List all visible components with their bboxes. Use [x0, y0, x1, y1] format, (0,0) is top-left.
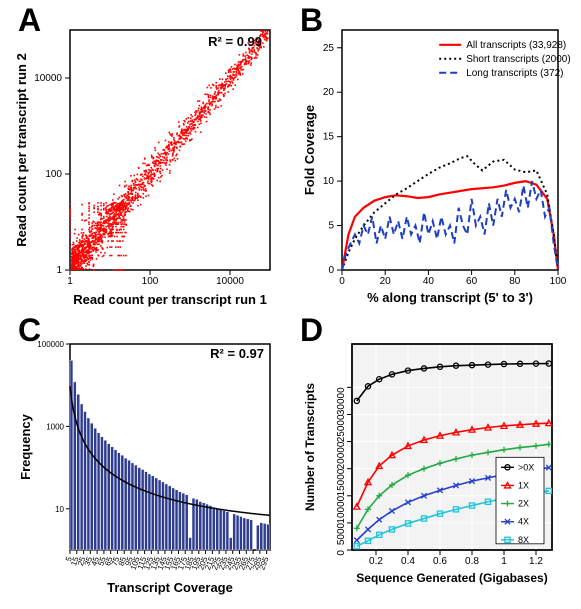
panel-B: 0 20 40 60 80 100 0 5 10 15 20 25 All transcripts (3… — [302, 30, 571, 305]
svg-text:20000: 20000 — [336, 441, 347, 469]
svg-text:8X: 8X — [518, 535, 529, 545]
svg-text:Fold Coverage: Fold Coverage — [302, 105, 317, 195]
svg-text:1: 1 — [67, 276, 73, 287]
svg-text:25: 25 — [323, 43, 335, 54]
svg-text:0: 0 — [339, 276, 345, 287]
svg-text:1: 1 — [56, 265, 62, 276]
svg-text:100: 100 — [550, 276, 567, 287]
svg-text:Number of Transcripts: Number of Transcripts — [303, 383, 317, 511]
panel-B-series-long — [342, 181, 558, 270]
svg-text:100: 100 — [142, 276, 159, 287]
panel-label-B: B — [300, 2, 323, 39]
svg-text:15000: 15000 — [336, 468, 347, 496]
figure-svg: 111001001000010000R² = 0.99Read count pe… — [0, 0, 581, 604]
svg-text:100000: 100000 — [37, 340, 64, 349]
panel-A-points — [69, 30, 269, 271]
svg-text:10000: 10000 — [34, 73, 62, 84]
svg-text:2X: 2X — [518, 499, 529, 509]
svg-text:Sequence Generated (Gigabases): Sequence Generated (Gigabases) — [356, 571, 547, 585]
svg-text:% along transcript (5' to 3'): % along transcript (5' to 3') — [367, 290, 533, 305]
svg-text:1: 1 — [501, 556, 507, 567]
svg-text:0.8: 0.8 — [465, 556, 479, 567]
panel-label-C: C — [18, 312, 41, 349]
svg-text:40: 40 — [423, 276, 435, 287]
svg-text:Long transcripts (372): Long transcripts (372) — [466, 68, 563, 79]
panel-B-series-short — [342, 156, 558, 270]
svg-text:0: 0 — [336, 550, 347, 556]
svg-text:R² = 0.99: R² = 0.99 — [208, 34, 262, 49]
svg-text:5000: 5000 — [336, 522, 347, 545]
svg-text:0: 0 — [328, 265, 334, 276]
svg-text:Frequency: Frequency — [18, 413, 33, 480]
panel-label-D: D — [300, 312, 323, 349]
svg-text:60: 60 — [466, 276, 478, 287]
svg-text:100: 100 — [45, 169, 62, 180]
svg-text:10000: 10000 — [216, 276, 244, 287]
svg-text:0.4: 0.4 — [401, 556, 415, 567]
svg-text:20: 20 — [323, 87, 335, 98]
svg-text:1000: 1000 — [46, 422, 64, 431]
svg-text:1X: 1X — [518, 480, 529, 490]
svg-text:10000: 10000 — [336, 495, 347, 523]
svg-text:All transcripts (33,928): All transcripts (33,928) — [466, 40, 566, 51]
svg-text:Read count per transcript run: Read count per transcript run 1 — [73, 292, 267, 307]
svg-text:30000: 30000 — [336, 387, 347, 415]
svg-text:5: 5 — [328, 221, 334, 232]
svg-text:>0X: >0X — [518, 462, 534, 472]
svg-text:Transcript Coverage: Transcript Coverage — [107, 580, 233, 595]
svg-text:20: 20 — [380, 276, 392, 287]
svg-text:0.6: 0.6 — [433, 556, 447, 567]
svg-text:Read count per transcript run: Read count per transcript run 2 — [14, 53, 29, 247]
svg-text:80: 80 — [509, 276, 521, 287]
svg-text:10: 10 — [323, 176, 335, 187]
panel-D: 0.2 0.4 0.6 0.8 1 1.2 0 50001000015000200002500… — [303, 344, 552, 585]
svg-text:0.2: 0.2 — [369, 556, 383, 567]
svg-text:R² = 0.97: R² = 0.97 — [210, 346, 264, 361]
panel-A: 11 100 100 10000 10000 R² = 0.99 Read count pe… — [14, 30, 270, 307]
panel-C: 1010001000005152535455565758595105115125… — [18, 340, 271, 595]
svg-text:1.2: 1.2 — [529, 556, 543, 567]
svg-text:10: 10 — [55, 505, 64, 514]
svg-text:4X: 4X — [518, 517, 529, 527]
panel-label-A: A — [18, 2, 41, 39]
svg-text:25000: 25000 — [336, 414, 347, 442]
svg-text:Short transcripts (2000): Short transcripts (2000) — [466, 54, 571, 65]
svg-text:15: 15 — [323, 132, 335, 143]
